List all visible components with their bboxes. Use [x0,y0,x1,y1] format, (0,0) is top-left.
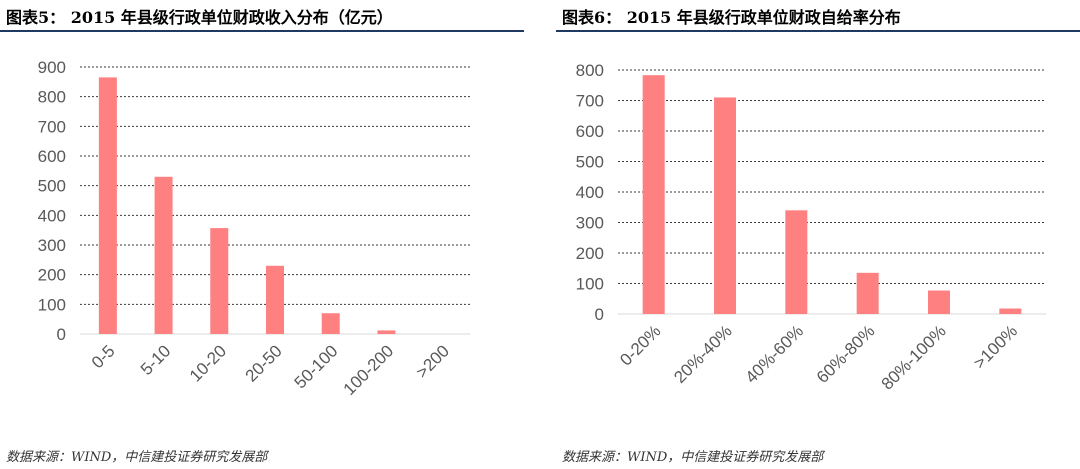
x-tick-label: 0-5 [88,341,119,372]
chart-panel-self-sufficiency: 图表6： 2015 年县级行政单位财政自给率分布 0 100 200 300 400 50… [556,0,1080,469]
bar-60%-80% [856,272,879,314]
y-tick-label: 600 [576,122,604,141]
y-tick-label: 0 [57,325,66,344]
x-tick-label: 80%-100% [878,321,950,393]
y-tick-label: 100 [576,275,604,294]
y-tick-label: 900 [38,58,66,77]
bar-10-20 [210,228,229,334]
title-divider [0,30,524,32]
bars [98,77,396,334]
title-divider [556,30,1080,32]
chart-source: 数据来源：WIND，中信建投证券研究发展部 [6,450,268,465]
x-tick-label: 5-10 [137,341,174,378]
y-tick-label: 600 [38,147,66,166]
y-tick-label: 700 [38,117,66,136]
bars [642,75,1022,314]
x-tick-label: 20%-40% [670,321,736,387]
y-tick-label: 100 [38,295,66,314]
chart-source: 数据来源：WIND，中信建投证券研究发展部 [562,450,824,465]
bar-0-20% [642,75,665,314]
y-tick-label: 200 [576,244,604,263]
gridlines [80,66,470,305]
x-tick-label: >100% [970,321,1021,372]
y-tick-label: 700 [576,92,604,111]
chart-panel-income: 图表5： 2015 年县级行政单位财政收入分布（亿元） 0 100 200 300 40… [0,0,524,469]
bar-40%-60% [785,210,808,314]
bar-20-50 [266,265,284,334]
bar-100-200 [377,330,396,334]
y-axis: 0 100 200 300 400 500 600 700 800 [576,61,604,324]
y-tick-label: 300 [38,236,66,255]
chart-income-distribution: 0 100 200 300 400 500 600 700 800 900 0-5 5-10 10-20… [38,58,470,399]
y-tick-label: 300 [576,214,604,233]
x-tick-label: 60%-80% [813,321,879,387]
x-tick-label: 100-200 [340,341,398,399]
y-tick-label: 0 [595,305,604,324]
y-tick-label: 800 [576,61,604,80]
y-tick-label: 400 [38,206,66,225]
x-tick-label: 0-20% [616,321,664,369]
y-tick-label: 400 [576,183,604,202]
bar-50-100 [321,313,340,334]
y-tick-label: 500 [38,177,66,196]
x-tick-label: 40%-60% [742,321,808,387]
y-axis: 0 100 200 300 400 500 600 700 800 900 [38,58,66,344]
gridlines [618,69,1046,284]
x-tick-label: >200 [412,341,453,382]
x-tick-label: 20-50 [242,341,286,385]
bar-80%-100% [928,290,950,314]
y-tick-label: 500 [576,153,604,172]
chart-title: 图表5： 2015 年县级行政单位财政收入分布（亿元） [6,8,393,27]
bar-5-10 [154,176,173,334]
x-tick-label: 50-100 [291,341,342,392]
bar-20%-40% [714,97,736,314]
chart-self-sufficiency-distribution: 0 100 200 300 400 500 600 700 800 0-20% 20%-40% 40%… [576,61,1046,394]
y-tick-label: 800 [38,88,66,107]
y-tick-label: 200 [38,266,66,285]
bar-0-5 [98,77,117,334]
x-axis: 0-20% 20%-40% 40%-60% 60%-80% 80%-100% >100% [616,321,1021,393]
bar->100% [999,308,1022,314]
x-tick-label: 10-20 [186,341,230,385]
chart-title: 图表6： 2015 年县级行政单位财政自给率分布 [562,8,901,27]
